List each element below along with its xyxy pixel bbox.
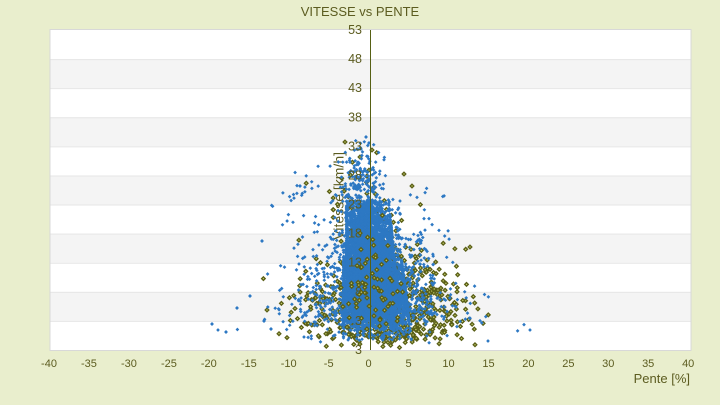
svg-text:28: 28 (348, 169, 362, 183)
svg-text:30: 30 (602, 358, 614, 370)
svg-text:10: 10 (442, 358, 454, 370)
svg-text:3: 3 (355, 343, 362, 357)
svg-text:-20: -20 (201, 358, 217, 370)
svg-text:48: 48 (348, 52, 362, 66)
svg-text:33: 33 (348, 139, 362, 153)
svg-text:-5: -5 (324, 358, 334, 370)
svg-text:0: 0 (366, 358, 372, 370)
svg-text:-15: -15 (241, 358, 257, 370)
svg-text:25: 25 (562, 358, 574, 370)
svg-text:23: 23 (348, 198, 362, 212)
svg-text:-35: -35 (81, 358, 97, 370)
svg-text:53: 53 (348, 23, 362, 37)
svg-text:35: 35 (642, 358, 654, 370)
svg-text:-10: -10 (281, 358, 297, 370)
svg-text:VITESSE vs PENTE: VITESSE vs PENTE (301, 4, 420, 19)
svg-text:5: 5 (406, 358, 412, 370)
svg-text:38: 38 (348, 110, 362, 124)
svg-text:-30: -30 (121, 358, 137, 370)
svg-text:40: 40 (682, 358, 694, 370)
svg-text:43: 43 (348, 81, 362, 95)
svg-text:Pente [%]: Pente [%] (634, 371, 690, 386)
svg-text:15: 15 (482, 358, 494, 370)
svg-text:-40: -40 (41, 358, 57, 370)
svg-text:20: 20 (522, 358, 534, 370)
svg-text:-25: -25 (161, 358, 177, 370)
